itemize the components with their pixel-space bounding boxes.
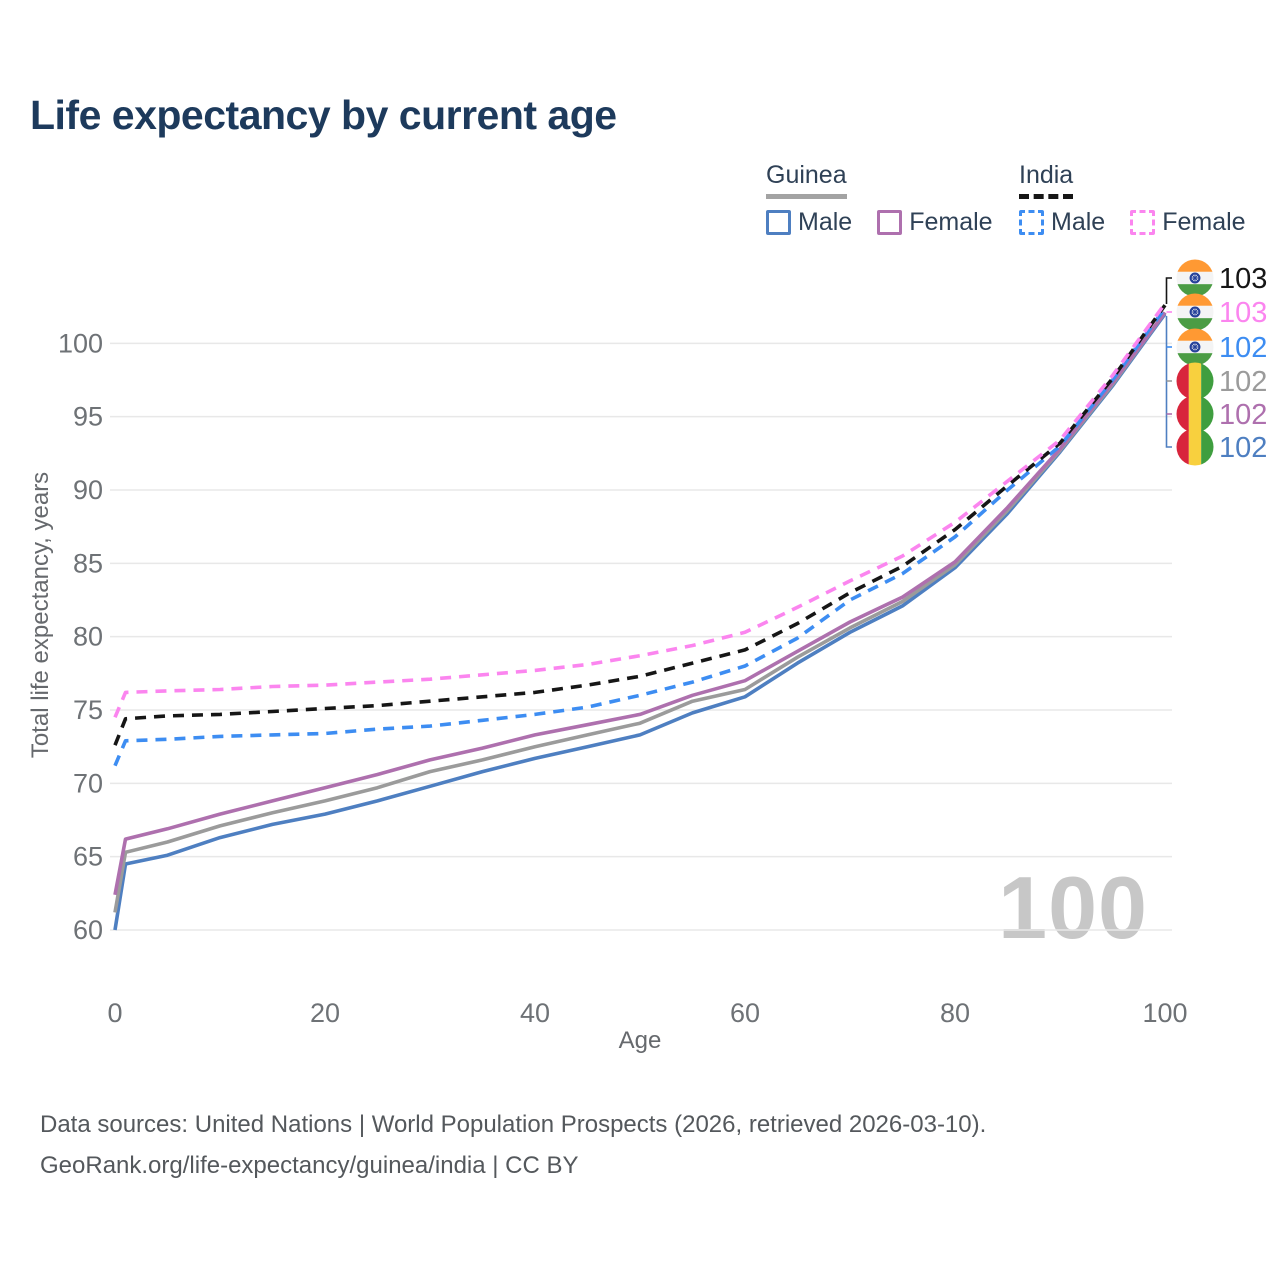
india-flag-icon: [1176, 293, 1214, 331]
series-line-guinea-male[interactable]: [113, 312, 1167, 931]
y-axis-tick-labels: 60 65 70 75 80 85 90 95 100: [58, 328, 103, 945]
end-label-value: 102: [1219, 366, 1267, 398]
guinea-flag-icon: [1176, 395, 1214, 433]
end-label-value: 102: [1219, 432, 1267, 464]
end-label-value: 102: [1219, 399, 1267, 431]
footer-sources: Data sources: United Nations | World Pop…: [40, 1111, 987, 1138]
y-tick-label: 65: [73, 842, 103, 872]
y-tick-label: 85: [73, 548, 103, 578]
series-line-india-total[interactable]: [113, 304, 1167, 746]
end-label: 103: [1176, 259, 1267, 297]
guinea-flag-icon: [1176, 362, 1214, 400]
legend-items-india: Male Female: [1019, 208, 1246, 237]
india-flag-icon: [1176, 328, 1214, 366]
legend-item-label: Female: [909, 208, 993, 236]
guinea-flag-icon: [1176, 428, 1214, 466]
chart-title: Life expectancy by current age: [30, 92, 617, 138]
series-line-guinea-total[interactable]: [113, 311, 1167, 913]
series-line-india-female[interactable]: [113, 302, 1167, 718]
y-tick-label: 70: [73, 768, 103, 798]
legend-group-guinea: Guinea Male Female: [766, 161, 993, 237]
y-tick-label: 80: [73, 622, 103, 652]
end-label: 102: [1176, 395, 1267, 433]
x-tick-label: 60: [730, 998, 760, 1028]
footer: Data sources: United Nations | World Pop…: [40, 1104, 986, 1187]
y-tick-label: 75: [73, 695, 103, 725]
x-axis-title: Age: [619, 1027, 662, 1054]
gridlines: [110, 342, 1172, 931]
end-label: 102: [1176, 428, 1267, 466]
legend-item-india-male[interactable]: Male: [1019, 208, 1105, 237]
end-label-value: 103: [1219, 297, 1267, 329]
legend-country-india[interactable]: India: [1019, 161, 1074, 199]
legend-item-label: Male: [1051, 208, 1106, 236]
end-label: 102: [1176, 362, 1267, 400]
end-label-value: 103: [1219, 263, 1267, 295]
x-tick-label: 40: [520, 998, 550, 1028]
footer-link: GeoRank.org/life-expectancy/guinea/india…: [40, 1152, 579, 1180]
legend-item-label: Male: [798, 208, 853, 236]
series-line-guinea-female[interactable]: [113, 311, 1167, 896]
leader-lines: [1165, 277, 1172, 448]
legend-item-label: Female: [1162, 208, 1246, 236]
legend-items-guinea: Male Female: [766, 208, 993, 237]
guinea-female-swatch: [877, 210, 903, 235]
age-watermark: 100: [998, 858, 1148, 957]
x-tick-label: 0: [107, 998, 122, 1028]
india-male-swatch: [1019, 210, 1044, 235]
legend-item-guinea-female[interactable]: Female: [877, 208, 993, 237]
x-axis-tick-labels: 0 20 40 60 80 100: [107, 998, 1187, 1028]
series-line-india-male[interactable]: [113, 307, 1167, 767]
x-tick-label: 80: [940, 998, 970, 1028]
legend-item-india-female[interactable]: Female: [1130, 208, 1246, 237]
end-label: 103: [1176, 293, 1267, 331]
x-tick-label: 100: [1142, 998, 1187, 1028]
y-axis-title: Total life expectancy, years: [27, 472, 54, 758]
y-tick-label: 90: [73, 475, 103, 505]
guinea-male-swatch: [766, 210, 791, 235]
y-tick-label: 60: [73, 915, 103, 945]
y-tick-label: 100: [58, 328, 103, 358]
legend-item-guinea-male[interactable]: Male: [766, 208, 852, 237]
y-tick-label: 95: [73, 402, 103, 432]
end-label-value: 102: [1219, 332, 1267, 364]
india-female-swatch: [1130, 210, 1156, 235]
x-tick-label: 20: [310, 998, 340, 1028]
india-flag-icon: [1176, 259, 1214, 297]
legend-country-guinea[interactable]: Guinea: [766, 161, 847, 199]
legend-group-india: India Male Female: [1019, 161, 1246, 237]
end-label: 102: [1176, 328, 1267, 366]
series-lines: [113, 302, 1167, 931]
